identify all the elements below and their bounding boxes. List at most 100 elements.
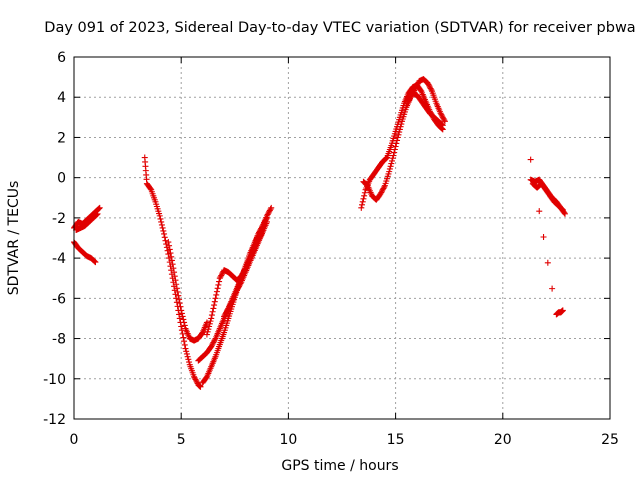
data-point (391, 146, 398, 153)
data-point (203, 331, 210, 338)
data-point (170, 265, 177, 272)
data-point (95, 206, 102, 213)
data-point (262, 217, 269, 224)
data-point (559, 206, 566, 213)
data-point (160, 227, 167, 234)
data-point (540, 233, 547, 240)
x-tick-label: 0 (70, 432, 79, 448)
data-point (406, 96, 413, 103)
data-point (213, 291, 220, 298)
data-point (161, 234, 168, 241)
grid-lines (74, 57, 610, 419)
y-tick-label: 4 (57, 90, 66, 106)
data-point (185, 356, 192, 363)
data-point (171, 273, 178, 280)
data-point (561, 209, 568, 216)
data-point (206, 320, 213, 327)
data-point (168, 253, 175, 260)
data-point (181, 322, 188, 329)
data-point (183, 348, 190, 355)
y-tick-label: -4 (52, 251, 66, 267)
data-point (179, 313, 186, 320)
data-point (441, 118, 448, 125)
data-point (378, 189, 385, 196)
y-tick-label: 0 (57, 171, 66, 187)
data-point (398, 121, 405, 128)
data-point (383, 155, 390, 162)
series-seg4_band (529, 180, 566, 213)
series-seg4_outliers (527, 156, 566, 318)
data-point (439, 121, 446, 128)
data-point (406, 95, 413, 102)
data-point (260, 221, 267, 228)
data-point (412, 84, 419, 91)
data-point (428, 86, 435, 93)
series-seg3_c (405, 90, 446, 129)
data-point (217, 273, 224, 280)
data-point (558, 205, 565, 212)
data-point (392, 143, 399, 150)
series-seg3_b (360, 76, 448, 203)
data-point (156, 212, 163, 219)
data-point (205, 326, 212, 333)
data-point (265, 210, 272, 217)
data-point (397, 123, 404, 130)
data-point (561, 210, 568, 217)
data-point (159, 224, 166, 231)
data-point (178, 323, 185, 330)
data-point (166, 242, 173, 249)
data-point (227, 301, 234, 308)
series-seg2_main (141, 154, 204, 390)
data-point (176, 296, 183, 303)
data-point (360, 195, 367, 202)
data-point (263, 214, 270, 221)
data-point (237, 280, 244, 287)
data-point (386, 168, 393, 175)
data-point (380, 185, 387, 192)
data-point (414, 82, 421, 89)
data-point (218, 272, 225, 279)
data-point (259, 228, 266, 235)
data-point (424, 80, 431, 87)
x-tick-label: 20 (494, 432, 512, 448)
data-point (216, 275, 223, 282)
data-point (388, 160, 395, 167)
data-point (210, 305, 217, 312)
data-point (381, 184, 388, 191)
data-point (236, 281, 243, 288)
data-point (361, 189, 368, 196)
data-point (182, 345, 189, 352)
data-point (216, 278, 223, 285)
data-point (263, 216, 270, 223)
data-point (261, 220, 268, 227)
data-point (359, 198, 366, 205)
data-point (173, 299, 180, 306)
data-point (158, 221, 165, 228)
data-point (169, 261, 176, 268)
data-point (531, 182, 538, 189)
data-point (209, 308, 216, 315)
data-point (158, 218, 165, 225)
data-point (208, 312, 215, 319)
data-point (559, 206, 566, 213)
data-point (147, 185, 154, 192)
data-point (221, 313, 228, 320)
series-seg1_band (73, 210, 101, 233)
data-point (386, 165, 393, 172)
data-point (207, 318, 214, 325)
axis-ticks: 0 5 10 15 20 25 -12 -10 -8 -6 -4 -2 0 2 4 6 (43, 50, 619, 448)
data-point (266, 207, 273, 214)
data-point (391, 149, 398, 156)
series-seg2_rise_d (221, 228, 266, 320)
data-point (389, 157, 396, 164)
x-tick-label: 25 (601, 432, 619, 448)
y-tick-label: 2 (57, 130, 66, 146)
data-point (91, 257, 98, 264)
data-point (173, 281, 180, 288)
data-point (212, 295, 219, 302)
data-point (93, 211, 100, 218)
data-point (93, 212, 100, 219)
data-point (223, 309, 230, 316)
data-point (192, 376, 199, 383)
data-point (359, 201, 366, 208)
